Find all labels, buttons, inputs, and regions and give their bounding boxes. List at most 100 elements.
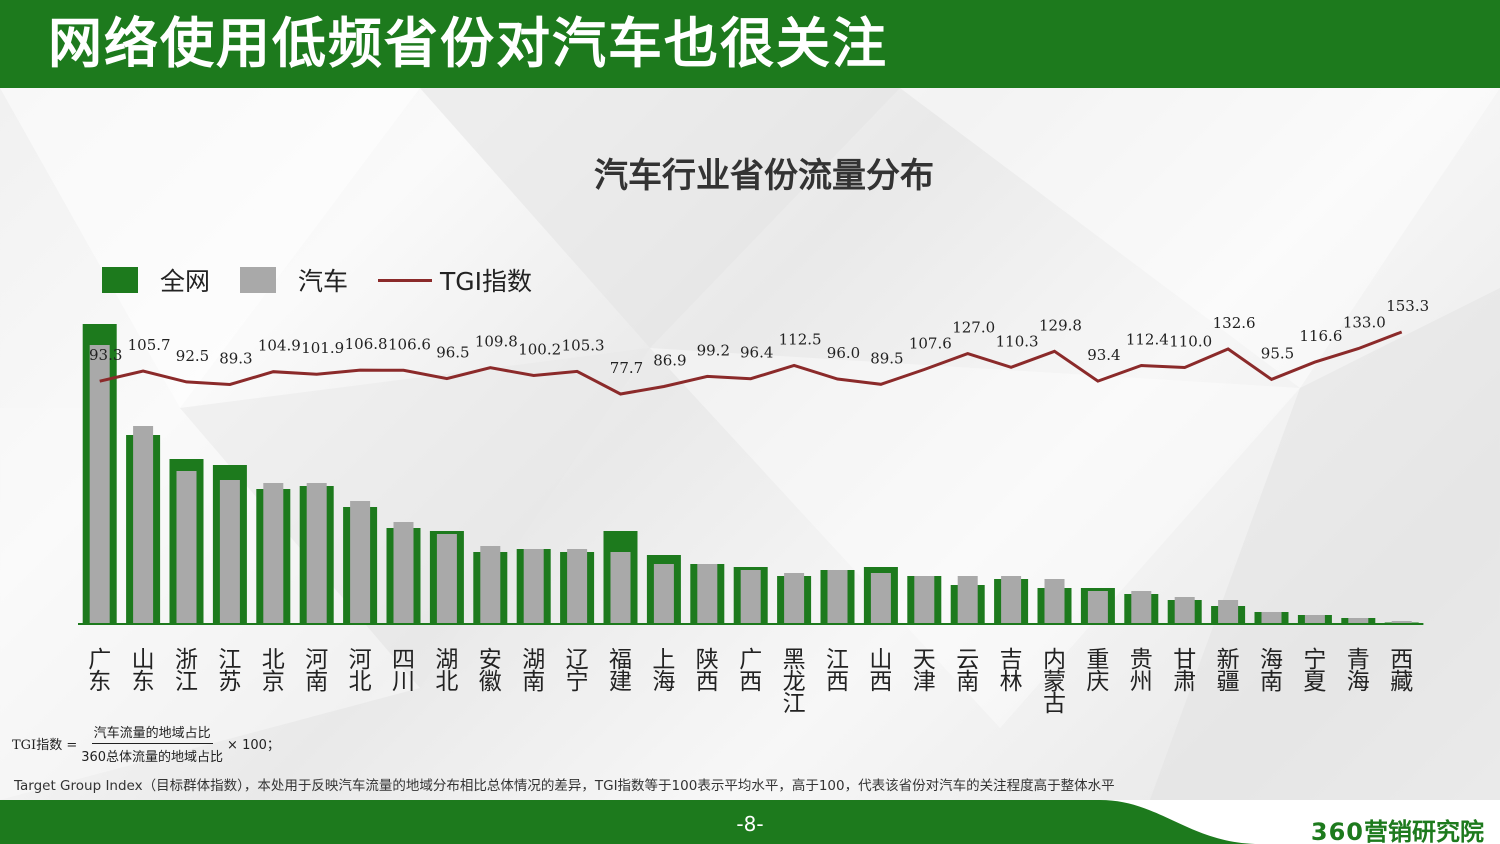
- x-tick-label-13-1: 海: [652, 669, 675, 695]
- bar-auto-24: [1131, 591, 1152, 624]
- tgi-explanation-note: Target Group Index（目标群体指数），本处用于反映汽车流量的地域…: [14, 778, 1115, 794]
- legend-item-auto: 汽车: [240, 262, 348, 298]
- bar-auto-11: [567, 549, 588, 624]
- bar-auto-6: [350, 501, 371, 624]
- x-tick-label-13-0: 上: [652, 647, 675, 673]
- x-tick-label-19-0: 天: [913, 647, 936, 673]
- bar-auto-26: [1218, 600, 1239, 624]
- x-tick-label-18-1: 西: [869, 669, 892, 695]
- formula-fraction: 汽车流量的地域占比 360总体流量的地域占比: [81, 722, 223, 765]
- bar-auto-3: [219, 480, 240, 624]
- x-tick-label-30-1: 藏: [1390, 669, 1413, 695]
- background-pattern: [0, 88, 1500, 800]
- x-tick-label-16-0: 黑: [783, 647, 806, 673]
- tgi-data-label-20: 127.0: [952, 319, 995, 337]
- bar-auto-25: [1174, 597, 1195, 624]
- bar-auto-2: [176, 471, 197, 624]
- bar-auto-15: [740, 570, 761, 624]
- formula-lhs: TGI指数 =: [12, 738, 78, 753]
- tgi-data-label-23: 93.4: [1087, 346, 1120, 364]
- x-tick-label-22-0: 内: [1043, 647, 1066, 673]
- page-number: -8-: [736, 812, 764, 836]
- legend-label-auto: 汽车: [298, 267, 349, 296]
- tgi-data-label-10: 100.2: [518, 341, 561, 359]
- x-tick-label-3-1: 苏: [218, 669, 241, 695]
- bar-auto-23: [1087, 591, 1108, 624]
- x-tick-label-2-1: 江: [175, 669, 198, 695]
- x-tick-label-24-0: 贵: [1130, 647, 1153, 673]
- x-tick-label-12-1: 建: [609, 669, 632, 695]
- bar-auto-7: [393, 522, 414, 624]
- tgi-data-label-30: 153.3: [1386, 297, 1429, 315]
- legend-label-all-network: 全网: [160, 267, 211, 296]
- tgi-data-label-4: 104.9: [258, 337, 301, 355]
- bar-auto-27: [1261, 612, 1282, 624]
- x-tick-label-19-1: 津: [913, 669, 936, 695]
- x-tick-label-28-0: 宁: [1303, 647, 1326, 673]
- tgi-data-label-28: 116.6: [1299, 327, 1342, 345]
- tgi-data-label-18: 89.5: [870, 349, 903, 367]
- x-tick-label-16-2: 江: [783, 691, 806, 717]
- bar-auto-20: [957, 576, 978, 624]
- tgi-data-label-6: 106.8: [345, 335, 388, 353]
- chart-legend: 全网 汽车 TGI指数: [102, 262, 562, 298]
- legend-swatch-line: [378, 278, 433, 282]
- formula-numerator: 汽车流量的地域占比: [91, 722, 213, 744]
- province-traffic-chart: 广东山东浙江江苏北京河南河北四川湖北安徽湖南辽宁福建上海陕西广西黑龙江江西山西天…: [78, 297, 1429, 717]
- tgi-data-label-7: 106.6: [388, 335, 431, 353]
- tgi-data-label-21: 110.3: [996, 332, 1039, 350]
- x-tick-label-7-1: 川: [392, 669, 415, 695]
- legend-swatch-green: [102, 267, 138, 293]
- tgi-data-label-9: 109.8: [475, 333, 518, 351]
- x-tick-label-17-0: 江: [826, 647, 849, 673]
- tgi-line: [99, 330, 1403, 396]
- tgi-data-label-1: 105.7: [128, 336, 171, 354]
- tgi-formula: TGI指数 = 汽车流量的地域占比 360总体流量的地域占比 × 100；: [12, 722, 280, 765]
- bar-auto-1: [133, 426, 154, 624]
- x-tick-label-26-1: 疆: [1217, 669, 1240, 695]
- bar-auto-8: [436, 534, 457, 624]
- legend-item-all-network: 全网: [102, 262, 210, 298]
- tgi-data-label-2: 92.5: [176, 347, 209, 365]
- tgi-data-label-22: 129.8: [1039, 316, 1082, 334]
- x-tick-label-9-0: 安: [479, 647, 502, 673]
- tgi-data-label-12: 77.7: [610, 359, 643, 377]
- bar-auto-30: [1391, 621, 1412, 624]
- bar-auto-19: [914, 576, 935, 624]
- x-tick-label-6-1: 北: [349, 669, 372, 695]
- tgi-data-label-13: 86.9: [653, 351, 686, 369]
- bar-auto-13: [653, 564, 674, 624]
- x-tick-label-11-1: 宁: [566, 669, 589, 695]
- tgi-data-label-17: 96.0: [827, 344, 860, 362]
- x-tick-label-11-0: 辽: [566, 647, 589, 673]
- tgi-data-label-19: 107.6: [909, 334, 952, 352]
- bar-auto-18: [870, 573, 891, 624]
- x-tick-label-1-1: 东: [132, 669, 155, 695]
- bar-auto-28: [1304, 615, 1325, 624]
- bar-auto-9: [480, 546, 501, 624]
- bar-auto-22: [1044, 579, 1065, 624]
- x-tick-label-27-1: 南: [1260, 669, 1283, 695]
- bar-auto-17: [827, 570, 848, 624]
- tgi-data-label-26: 132.6: [1213, 314, 1256, 332]
- tgi-data-label-11: 105.3: [562, 336, 605, 354]
- x-tick-label-16-1: 龙: [783, 669, 806, 695]
- tgi-data-label-3: 89.3: [219, 349, 252, 367]
- brand-text: 营销研究院: [1364, 818, 1484, 844]
- x-tick-label-8-0: 湖: [435, 647, 458, 673]
- x-tick-label-21-0: 吉: [1000, 647, 1023, 673]
- tgi-data-label-27: 95.5: [1261, 344, 1294, 362]
- x-tick-label-0-1: 东: [88, 669, 111, 695]
- tgi-data-label-15: 96.4: [740, 344, 773, 362]
- x-tick-label-20-1: 南: [956, 669, 979, 695]
- x-tick-label-14-0: 陕: [696, 647, 719, 673]
- x-tick-label-26-0: 新: [1217, 647, 1240, 673]
- x-tick-label-22-1: 蒙: [1043, 669, 1066, 695]
- tgi-data-label-16: 112.5: [779, 330, 822, 348]
- formula-denominator: 360总体流量的地域占比: [81, 750, 224, 765]
- bar-auto-21: [1001, 576, 1022, 624]
- brand-logo: 360营销研究院: [1311, 812, 1484, 844]
- bar-auto-0: [89, 345, 110, 624]
- bar-auto-12: [610, 552, 631, 624]
- bar-auto-5: [306, 483, 327, 624]
